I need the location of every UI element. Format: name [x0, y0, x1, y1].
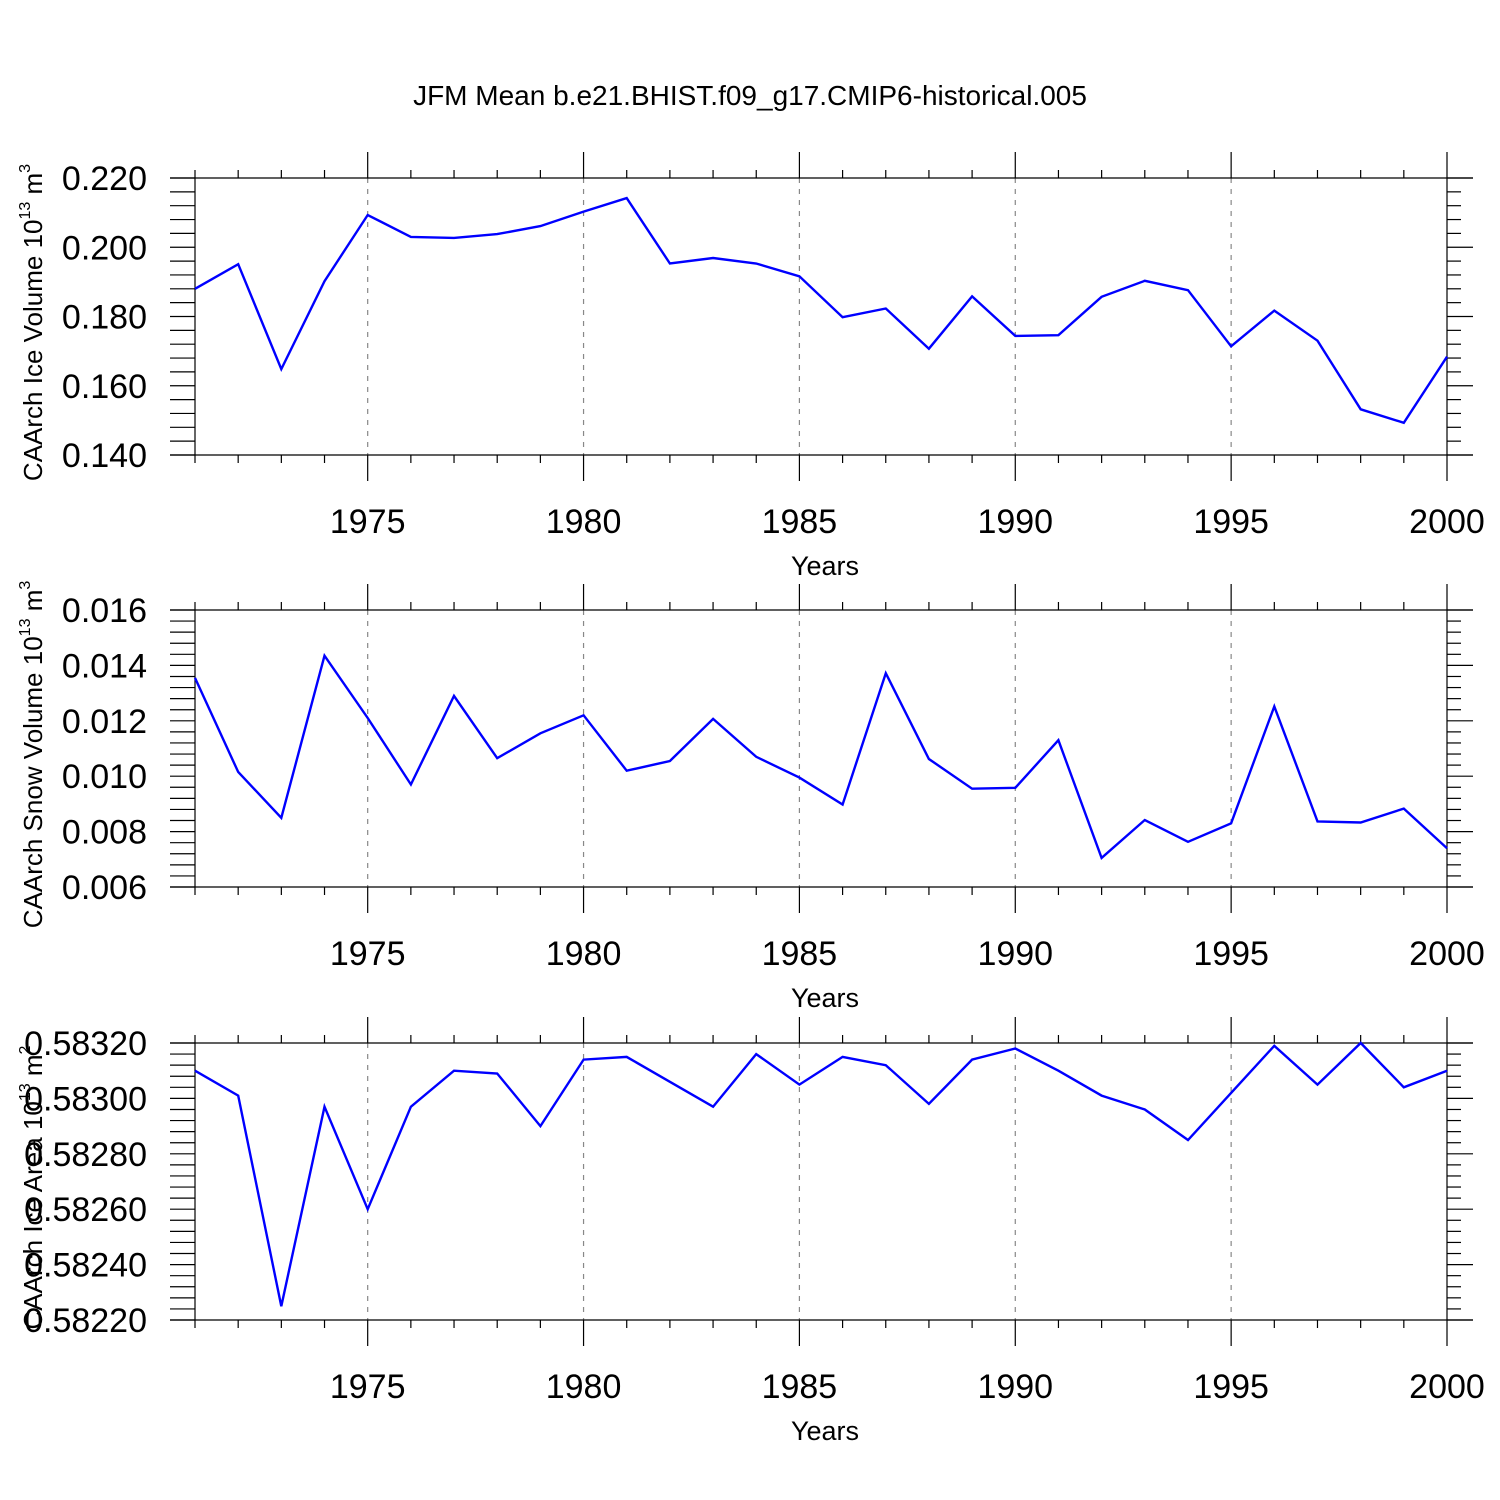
- ytick-label: 0.58280: [24, 1136, 147, 1174]
- ytick-label: 0.58240: [24, 1247, 147, 1285]
- ytick-label: 0.58300: [24, 1080, 147, 1118]
- xtick-label: 1990: [977, 503, 1053, 541]
- panel-3: 0.58220 0.58240 0.58260 0.58280 0.58300 0.583…: [17, 1017, 1485, 1446]
- xtick-label: 1980: [546, 503, 622, 541]
- xtick-label: 1985: [762, 503, 838, 541]
- xtick-label: 1975: [330, 503, 406, 541]
- panel-1: 0.140 0.160 0.180 0.200 0.220 1975 1980 1985 199…: [17, 152, 1485, 581]
- y-axis-title: CAArch Ice Area 1013 m2: [17, 1045, 48, 1329]
- ytick-label: 0.58260: [24, 1191, 147, 1229]
- xtick-label: 1975: [330, 1368, 406, 1406]
- ytick-label: 0.016: [62, 592, 147, 630]
- xtick-label: 1990: [977, 935, 1053, 973]
- ytick-label: 0.014: [62, 647, 147, 685]
- ytick-label: 0.008: [62, 814, 147, 852]
- ytick-label: 0.140: [62, 437, 147, 475]
- series-line-ice-area: [194, 1041, 1448, 1307]
- xtick-label: 2000: [1409, 1368, 1485, 1406]
- y-axis-title: CAArch Snow Volume 1013 m3: [17, 581, 48, 929]
- x-axis-title: Years: [791, 983, 859, 1013]
- ytick-label: 0.160: [62, 368, 147, 406]
- xtick-label: 2000: [1409, 503, 1485, 541]
- xtick-label: 1990: [977, 1368, 1053, 1406]
- xtick-label: 1975: [330, 935, 406, 973]
- ytick-label: 0.010: [62, 758, 147, 796]
- y-axis-title: CAArch Ice Volume 1013 m3: [17, 164, 48, 481]
- xtick-label: 1995: [1193, 935, 1269, 973]
- ytick-label: 0.58220: [24, 1302, 147, 1340]
- figure-title: JFM Mean b.e21.BHIST.f09_g17.CMIP6-histo…: [413, 80, 1087, 111]
- xtick-label: 1985: [762, 935, 838, 973]
- ytick-label: 0.180: [62, 299, 147, 337]
- xtick-label: 2000: [1409, 935, 1485, 973]
- xtick-label: 1995: [1193, 503, 1269, 541]
- series-line-ice-volume: [194, 196, 1449, 425]
- ytick-label: 0.58320: [24, 1025, 147, 1063]
- xtick-label: 1980: [546, 1368, 622, 1406]
- x-axis-title: Years: [791, 551, 859, 581]
- series-line-snow-volume: [193, 652, 1448, 860]
- ytick-label: 0.200: [62, 229, 147, 267]
- xtick-label: 1985: [762, 1368, 838, 1406]
- x-axis-title: Years: [791, 1416, 859, 1446]
- panel-2: 0.006 0.008 0.010 0.012 0.014 0.016 1975 1980 19…: [17, 581, 1485, 1013]
- ytick-label: 0.012: [62, 703, 147, 741]
- xtick-label: 1995: [1193, 1368, 1269, 1406]
- xtick-label: 1980: [546, 935, 622, 973]
- ytick-label: 0.220: [62, 160, 147, 198]
- chart-panels: 0.140 0.160 0.180 0.200 0.220 1975 1980 1985 199…: [17, 152, 1485, 1446]
- ytick-label: 0.006: [62, 869, 147, 907]
